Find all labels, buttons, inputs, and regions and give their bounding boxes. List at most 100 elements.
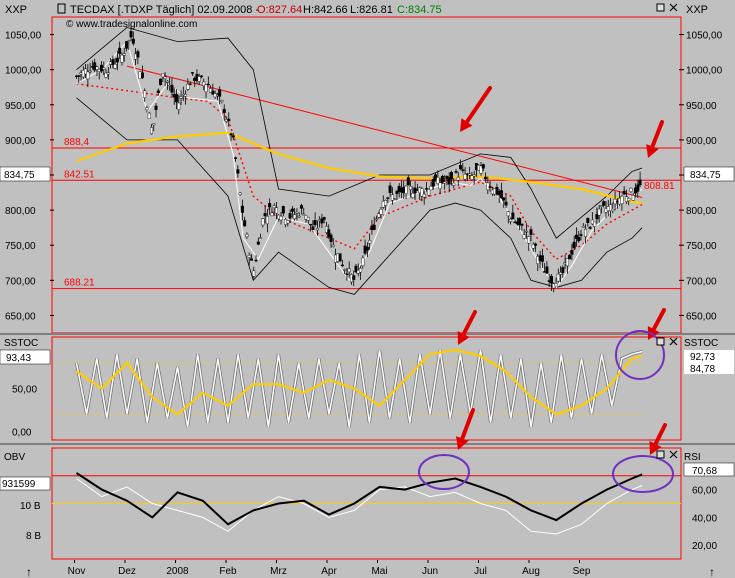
candle-body	[374, 218, 378, 221]
candle-body	[93, 62, 97, 71]
candle-body	[293, 214, 297, 219]
candle-body	[436, 177, 440, 185]
candle-body	[545, 266, 549, 274]
candle-body	[170, 84, 174, 93]
candle-body	[529, 229, 533, 235]
candle-body	[447, 177, 451, 185]
candle-body	[211, 90, 215, 95]
price-ytick-right: 650,00	[686, 311, 717, 322]
candle-body	[431, 179, 435, 187]
candle-body	[309, 223, 313, 226]
candle-body	[581, 225, 585, 228]
price-ytick-left: 650,00	[5, 311, 36, 322]
candle-body	[95, 66, 99, 70]
candle-body	[329, 234, 333, 243]
candle-body	[504, 201, 508, 206]
candle-body	[222, 109, 226, 113]
window-icon[interactable]	[656, 337, 665, 346]
candle-body	[295, 211, 299, 214]
candle-body	[540, 255, 544, 262]
window-icon[interactable]	[656, 450, 665, 459]
candle-body	[252, 270, 256, 277]
candle-body	[206, 83, 210, 86]
candle-body	[495, 187, 499, 195]
candle-body	[506, 211, 510, 217]
candle-body	[272, 205, 276, 209]
close-icon[interactable]	[669, 450, 678, 459]
candle-body	[256, 241, 260, 245]
candle-body	[559, 272, 563, 275]
scroll-up-icon[interactable]: ↑	[26, 565, 32, 578]
candle-body	[281, 206, 285, 214]
month-label: Nov	[68, 566, 86, 577]
candle-body	[345, 273, 349, 275]
candle-body	[427, 189, 431, 196]
candle-body	[561, 267, 565, 273]
candle-body	[379, 209, 383, 215]
arrow-head	[649, 441, 662, 455]
obv-tick-1: 931599	[2, 479, 36, 490]
candle-body	[209, 88, 213, 93]
candle-body	[143, 90, 147, 98]
candle-body	[234, 157, 238, 159]
candle-body	[597, 208, 601, 216]
candle-body	[499, 190, 503, 199]
candle-body	[197, 76, 201, 82]
right-symbol: XXP	[686, 4, 708, 16]
sstoc-fast-line	[75, 349, 643, 428]
candle-body	[409, 186, 413, 190]
candle-body	[331, 244, 335, 247]
price-ytick-left: 750,00	[5, 241, 36, 252]
candle-body	[595, 214, 599, 220]
candle-body	[570, 250, 574, 255]
candle-body	[443, 181, 447, 184]
candle-body	[395, 191, 399, 194]
obv-tick-3: 8 B	[26, 531, 41, 542]
candle-body	[343, 269, 347, 271]
candle-body	[104, 72, 108, 78]
candle-body	[511, 212, 515, 220]
candle-body	[84, 68, 88, 75]
candle-body	[177, 102, 181, 110]
window-icon[interactable]	[656, 3, 665, 12]
candle-body	[102, 67, 106, 70]
rsi-line	[76, 478, 643, 535]
window-icon[interactable]	[57, 3, 66, 14]
candle-body	[359, 268, 363, 273]
candle-body	[174, 94, 178, 103]
candle-body	[631, 195, 635, 201]
price-ytick-right: 800,00	[686, 206, 717, 217]
candle-body	[188, 83, 192, 86]
month-label: Aug	[522, 566, 540, 577]
scroll-up-icon[interactable]: ↑	[709, 565, 715, 578]
candle-body	[265, 215, 269, 225]
close-icon[interactable]	[669, 3, 678, 12]
candle-body	[243, 220, 247, 227]
candle-body	[77, 75, 81, 77]
candle-body	[199, 75, 203, 78]
horizontal-level-label: 688.21	[64, 278, 95, 289]
sstoc-right-value-1: 92,73	[690, 352, 715, 363]
candle-body	[227, 118, 231, 122]
candle-body	[311, 226, 315, 230]
close-icon[interactable]	[669, 337, 678, 346]
candle-body	[584, 228, 588, 237]
arrow-shaft	[459, 408, 475, 443]
candle-body	[527, 236, 531, 244]
month-label: Feb	[219, 566, 237, 577]
month-label: Jun	[422, 566, 438, 577]
candle-body	[372, 224, 376, 230]
candle-body	[159, 78, 163, 86]
candle-body	[279, 216, 283, 221]
sstoc-current-box	[0, 349, 51, 365]
candle-body	[236, 169, 240, 174]
obv-label: OBV	[4, 452, 25, 463]
candle-body	[286, 220, 290, 224]
price-ytick-right: 1000,00	[686, 66, 723, 77]
candle-body	[531, 243, 535, 249]
candle-body	[120, 54, 124, 63]
candle-body	[263, 213, 267, 217]
candle-body	[261, 218, 265, 226]
price-current-left: 834,75	[4, 170, 35, 181]
sstoc-label-right: SSTOC	[684, 338, 718, 349]
